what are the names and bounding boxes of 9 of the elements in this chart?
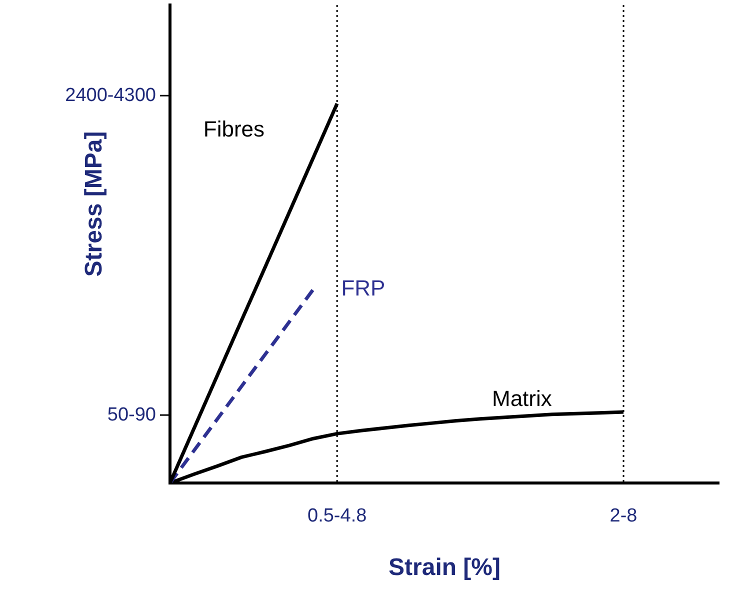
x-tick-label: 2-8 xyxy=(610,506,638,527)
y-axis-title: Stress [MPa] xyxy=(80,131,108,277)
text: 50-90 xyxy=(107,404,156,426)
text: 2400-4300 xyxy=(65,84,156,106)
x-axis-title: Strain [%] xyxy=(388,554,501,582)
series-label: Matrix xyxy=(492,386,552,412)
series-label: FRP xyxy=(341,276,386,301)
x-tick-label: 0.5-4.8 xyxy=(308,506,367,527)
text: Fibres xyxy=(203,116,265,142)
